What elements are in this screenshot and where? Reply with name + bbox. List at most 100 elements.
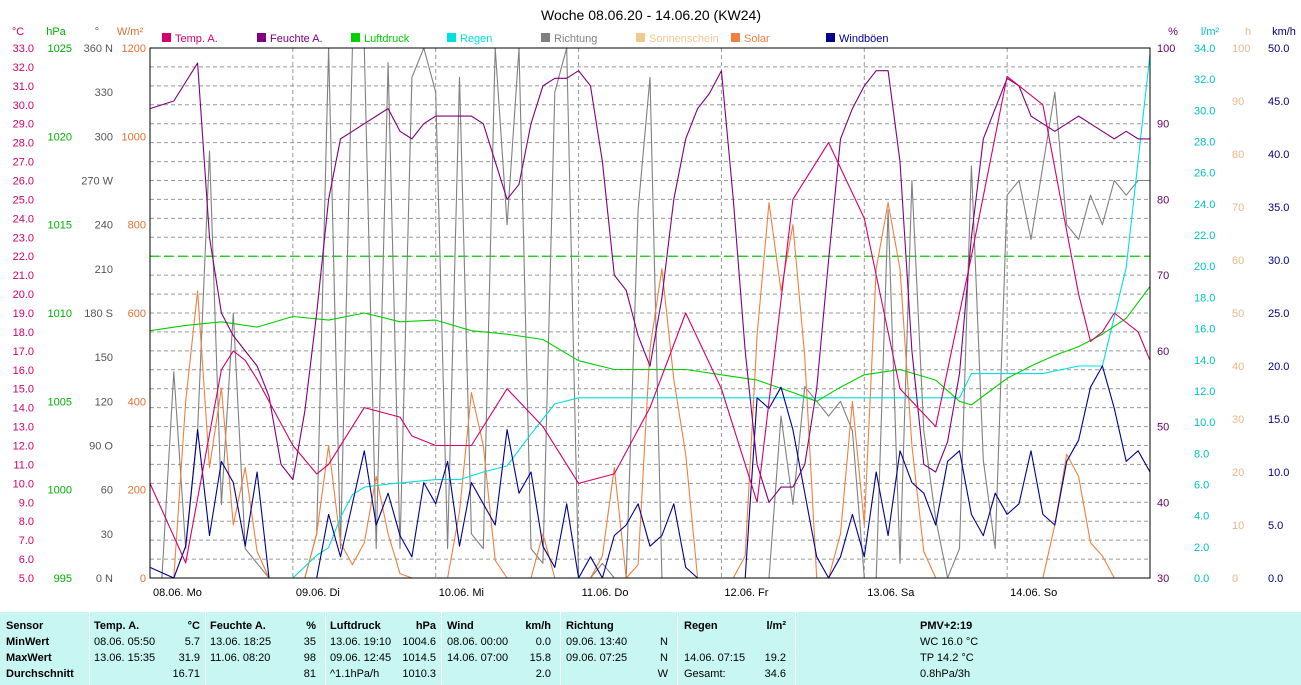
stats-value: TP 14.2 °C xyxy=(920,652,974,664)
axis-tick-label: 24.0 xyxy=(1194,199,1215,211)
axis-tick-label: 10.0 xyxy=(1268,467,1289,479)
axis-tick-label: 70 xyxy=(1232,202,1244,214)
axis-tick-label: 26.0 xyxy=(1194,168,1215,180)
axis-tick-label: 90 xyxy=(1157,119,1169,131)
axis-tick-label: 210 xyxy=(95,264,113,276)
stats-time: 13.06. 19:10 xyxy=(330,636,392,648)
axis-tick-label: 32.0 xyxy=(1194,74,1215,86)
axis-tick-label: 50 xyxy=(1157,422,1169,434)
axis-tick-label: 16.0 xyxy=(1194,324,1215,336)
stats-value: N xyxy=(660,652,668,664)
stats-time: 09.06. 12:45 xyxy=(330,652,392,664)
axis-tick-label: 800 xyxy=(128,220,146,232)
stats-unit: hPa xyxy=(415,620,436,632)
stats-value: 1014.5 xyxy=(402,652,436,664)
stats-rain-column: Regen l/m² 14.06. 07:15 19.2 Gesamt: 34.… xyxy=(684,612,790,685)
axis-tick-label: 360 N xyxy=(84,43,113,55)
axis-tick-label: 35.0 xyxy=(1268,202,1289,214)
axis-tick-label: 24.0 xyxy=(13,213,34,225)
axis-tick-label: 7.0 xyxy=(19,535,34,547)
axis-tick-label: 0 xyxy=(1232,573,1238,585)
x-tick-label: 10.06. Mi xyxy=(439,587,484,599)
axis-unit-label: h xyxy=(1245,26,1251,38)
stats-header: Feuchte A. xyxy=(210,620,266,632)
axis-tick-label: 34.0 xyxy=(1194,43,1215,55)
x-tick-label: 08.06. Mo xyxy=(153,587,202,599)
axis-tick-label: 1010 xyxy=(48,308,72,320)
axis-tick-label: 4.0 xyxy=(1194,511,1209,523)
axis-tick-label: 28.0 xyxy=(13,138,34,150)
axis-tick-label: 15.0 xyxy=(13,384,34,396)
legend-label: Richtung xyxy=(554,33,597,45)
legend-label: Temp. A. xyxy=(175,33,218,45)
stats-header: Regen xyxy=(684,620,718,632)
axis-tick-label: 11.0 xyxy=(13,459,34,471)
stats-value: 81 xyxy=(303,668,316,680)
stats-value: 34.6 xyxy=(764,668,786,680)
stats-trend: ^1.1hPa/h xyxy=(330,668,380,680)
axis-tick-label: 19.0 xyxy=(13,308,34,320)
legend-label: Windböen xyxy=(839,33,889,45)
axis-tick-label: 40 xyxy=(1157,497,1169,509)
axis-tick-label: 180 S xyxy=(84,308,113,320)
axis-tick-label: 20 xyxy=(1232,467,1244,479)
axis-tick-label: 270 W xyxy=(81,176,113,188)
stats-value: 98 xyxy=(303,652,316,664)
axis-tick-label: 17.0 xyxy=(13,346,34,358)
axis-tick-label: 1000 xyxy=(48,485,72,497)
legend-swatch xyxy=(351,33,360,42)
right-axes: 30405060708090100%0.02.04.06.08.010.012.… xyxy=(1157,26,1296,585)
plot-frame xyxy=(149,47,1151,579)
axis-tick-label: 16.0 xyxy=(13,365,34,377)
axis-tick-label: 20.0 xyxy=(1194,261,1215,273)
axis-tick-label: 20.0 xyxy=(1268,361,1289,373)
axis-tick-label: 25.0 xyxy=(1268,308,1289,320)
axis-tick-label: 600 xyxy=(128,308,146,320)
statistics-panel: Sensor MinWert MaxWert Durchschnitt Temp… xyxy=(0,612,1301,685)
axis-tick-label: 30.0 xyxy=(13,100,34,112)
axis-tick-label: 18.0 xyxy=(1194,292,1215,304)
axis-tick-label: 45.0 xyxy=(1268,96,1289,108)
axis-tick-label: 0 xyxy=(140,573,146,585)
axis-tick-label: 60 xyxy=(1232,255,1244,267)
axis-tick-label: 5.0 xyxy=(1268,520,1283,532)
stats-value: 35 xyxy=(303,636,316,648)
axis-tick-label: 200 xyxy=(128,485,146,497)
weather-chart: Woche 08.06.20 - 14.06.20 (KW24) 5.0 6.0 7… xyxy=(11,7,1296,599)
axis-tick-label: 330 xyxy=(95,87,113,99)
axis-tick-label: 14.0 xyxy=(1194,355,1215,367)
axis-unit-label: ° xyxy=(95,26,99,38)
axis-tick-label: 10 xyxy=(1232,520,1244,532)
axis-tick-label: 10.0 xyxy=(1194,417,1215,429)
series-line-luftdruck xyxy=(149,286,1151,406)
stats-total-label: Gesamt: xyxy=(684,668,726,680)
stats-wind-column: Wind km/h 08.06. 00:00 0.0 14.06. 07:00 … xyxy=(447,612,555,685)
stats-header: Temp. A. xyxy=(94,620,140,632)
legend-label: Solar xyxy=(744,33,770,45)
legend-swatch xyxy=(257,33,266,42)
axis-unit-label: l/m² xyxy=(1201,26,1220,38)
grid xyxy=(150,48,1150,578)
axis-tick-label: 0.0 xyxy=(1194,573,1209,585)
stats-unit: km/h xyxy=(525,620,551,632)
axis-tick-label: 60 xyxy=(101,485,113,497)
stats-direction-column: Richtung 09.06. 13:40 N 09.06. 07:25 N W xyxy=(566,612,672,685)
x-axis-labels: 08.06. Mo 09.06. Di 10.06. Mi 11.06. Do 12.0… xyxy=(153,587,1057,599)
stats-value: 5.7 xyxy=(184,636,200,648)
axis-tick-label: 400 xyxy=(128,396,146,408)
legend-swatch xyxy=(826,33,835,42)
series-line-windb-en xyxy=(149,365,1151,579)
stats-value: 19.2 xyxy=(764,652,786,664)
axis-tick-label: 32.0 xyxy=(13,62,34,74)
stats-time: 09.06. 13:40 xyxy=(566,636,628,648)
stats-time: 14.06. 07:00 xyxy=(447,652,509,664)
axis-tick-label: 20.0 xyxy=(13,289,34,301)
axis-tick-label: 25.0 xyxy=(13,194,34,206)
axis-unit-label: hPa xyxy=(46,26,66,38)
axis-unit-label: % xyxy=(1168,26,1178,38)
stats-value: W xyxy=(657,668,668,680)
axis-tick-label: 40 xyxy=(1232,361,1244,373)
axis-tick-label: 70 xyxy=(1157,270,1169,282)
axis-tick-label: 50.0 xyxy=(1268,43,1289,55)
axis-tick-label: 28.0 xyxy=(1194,137,1215,149)
